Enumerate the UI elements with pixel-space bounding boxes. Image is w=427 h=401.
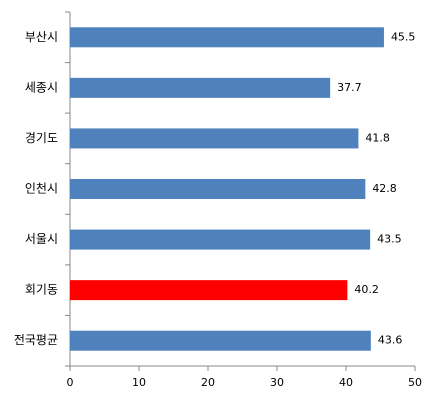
data-label: 43.5 [377, 233, 402, 246]
data-label: 42.8 [372, 182, 397, 195]
data-label: 37.7 [337, 81, 362, 94]
data-label: 41.8 [365, 131, 390, 144]
y-tick-label: 서울시 [25, 232, 58, 246]
bar [70, 27, 384, 48]
bar [70, 128, 359, 149]
bar [70, 280, 348, 301]
data-label: 43.6 [378, 334, 403, 347]
x-tick-label: 30 [270, 376, 284, 389]
bar [70, 77, 331, 98]
y-tick-label: 세종시 [25, 80, 58, 94]
x-tick-label: 20 [201, 376, 215, 389]
y-tick-label: 회기동 [25, 283, 58, 297]
y-tick-label: 전국평균 [14, 333, 58, 347]
x-tick-label: 40 [339, 376, 353, 389]
x-tick-label: 0 [67, 376, 74, 389]
x-tick-label: 50 [408, 376, 422, 389]
y-tick-label: 경기도 [25, 131, 58, 145]
bar [70, 330, 371, 351]
y-tick-label: 인천시 [25, 181, 58, 196]
data-label: 45.5 [391, 30, 416, 43]
data-label: 40.2 [354, 283, 379, 296]
bar [70, 229, 371, 250]
x-tick-label: 10 [132, 376, 146, 389]
y-tick-label: 부산시 [25, 30, 58, 44]
bar [70, 179, 366, 199]
